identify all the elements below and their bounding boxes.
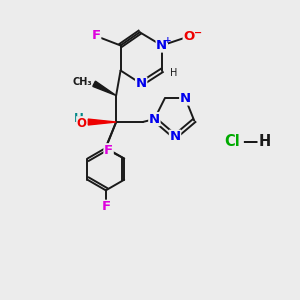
Text: N: N <box>136 77 147 90</box>
Text: N: N <box>149 112 160 126</box>
Text: —: — <box>242 134 258 149</box>
Polygon shape <box>88 119 116 125</box>
Text: −: − <box>194 28 202 38</box>
Text: H: H <box>259 134 271 149</box>
Text: O: O <box>77 117 87 130</box>
Text: F: F <box>104 144 113 157</box>
Text: N: N <box>156 39 167 52</box>
Text: N: N <box>180 92 191 105</box>
Text: +: + <box>164 36 172 45</box>
Text: H: H <box>170 68 177 78</box>
Text: H: H <box>74 112 84 125</box>
Text: O: O <box>183 30 194 43</box>
Polygon shape <box>93 81 116 95</box>
Text: Cl: Cl <box>225 134 240 149</box>
Text: F: F <box>101 200 110 213</box>
Text: F: F <box>92 29 101 42</box>
Text: CH₃: CH₃ <box>72 77 92 87</box>
Text: N: N <box>169 130 181 143</box>
